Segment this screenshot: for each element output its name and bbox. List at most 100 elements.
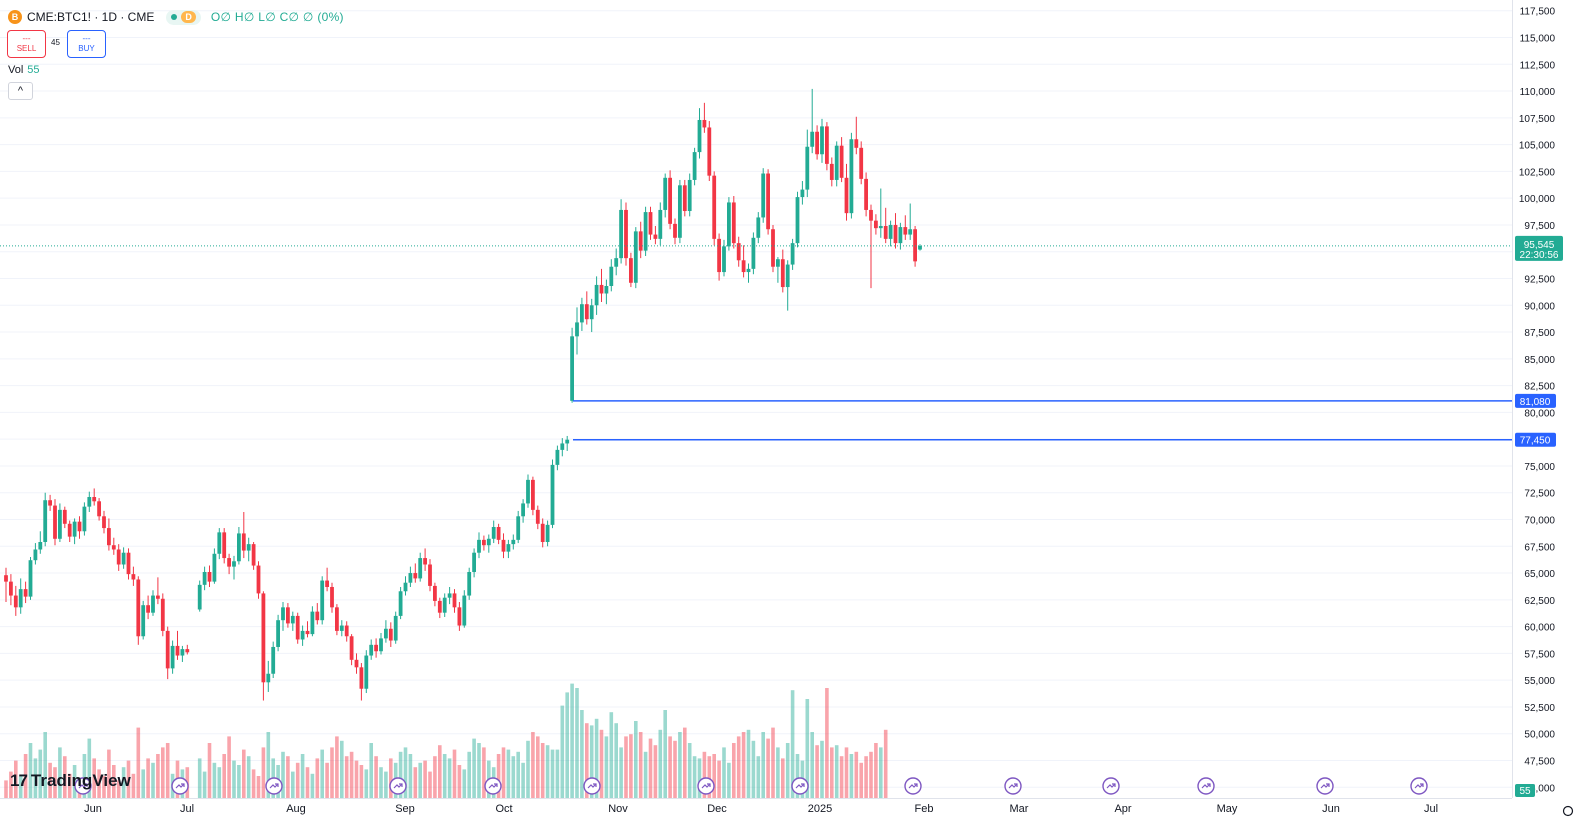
- candle-body: [344, 625, 349, 637]
- volume-bar: [136, 727, 141, 798]
- x-tick-label: Apr: [1114, 803, 1131, 815]
- candle-body: [854, 139, 859, 148]
- volume-bar: [349, 751, 354, 798]
- candle-body: [795, 197, 800, 244]
- volume-bar: [251, 769, 256, 798]
- candle-body: [624, 209, 628, 259]
- volume-bar: [570, 683, 574, 798]
- x-axis: Jun Jul Aug Sep Oct Nov Dec 2025 Feb Mar Apr May Jun…: [0, 798, 1574, 817]
- candle-body: [330, 586, 334, 608]
- price-scale: 45,000 47,500 50,000 52,500 55,000 57,500 60,0…: [1512, 0, 1563, 798]
- candle-body: [325, 580, 329, 587]
- volume-bar: [433, 756, 437, 798]
- candle-body: [780, 259, 785, 288]
- settings-icon[interactable]: [1562, 805, 1574, 817]
- volume-bar: [575, 688, 579, 798]
- volume-bar: [87, 738, 92, 798]
- candle-body: [736, 243, 741, 261]
- y-tick-label: 45,000: [1524, 783, 1555, 794]
- volume-bar: [237, 765, 241, 798]
- candle-body: [678, 185, 682, 238]
- volume-bar: [462, 769, 467, 798]
- candle-body: [423, 558, 427, 565]
- volume-bar: [604, 736, 609, 798]
- candle-body: [48, 500, 52, 506]
- volume-bars: [4, 683, 888, 798]
- volume-bar: [678, 732, 682, 798]
- candle-body: [271, 646, 276, 674]
- candle-body: [864, 178, 868, 210]
- volume-bar: [212, 762, 217, 798]
- candle-body: [815, 131, 819, 155]
- sell-button[interactable]: --- SELL: [7, 30, 46, 58]
- candle-body: [776, 259, 780, 267]
- volume-bar: [869, 751, 873, 798]
- volume-bar: [131, 773, 136, 798]
- collapse-legend-button[interactable]: ^: [8, 82, 33, 100]
- candle-body: [58, 509, 62, 539]
- y-tick-label: 107,500: [1519, 114, 1556, 125]
- candle-body: [4, 575, 8, 582]
- y-tick-label: 82,500: [1524, 382, 1555, 393]
- data-status-badge: D: [181, 11, 196, 23]
- volume-bar: [222, 754, 226, 798]
- volume-bar: [398, 751, 403, 798]
- candle-body: [663, 177, 668, 210]
- volume-legend[interactable]: Vol 55: [8, 64, 40, 76]
- line-price-label-bg: [1515, 393, 1556, 408]
- event-arrow-icon: [1414, 783, 1424, 789]
- volume-bar: [634, 721, 638, 798]
- candle-body: [722, 246, 726, 273]
- candle-body: [849, 139, 854, 214]
- buy-button[interactable]: --- BUY: [67, 30, 106, 58]
- candle-body: [482, 539, 486, 546]
- volume-bar: [266, 732, 271, 798]
- event-arrow-icon: [1008, 783, 1018, 789]
- volume-bar: [447, 758, 452, 798]
- x-tick-label: Jun: [84, 803, 102, 815]
- volume-bar: [795, 754, 800, 798]
- candle-body: [111, 545, 116, 550]
- volume-bar: [413, 767, 418, 798]
- volume-bar: [594, 718, 599, 798]
- volume-bar: [141, 769, 145, 798]
- y-tick-label: 117,500: [1520, 7, 1556, 18]
- volume-bar: [369, 743, 373, 798]
- volume-bar: [165, 743, 170, 798]
- candle-body: [756, 217, 761, 238]
- candle-body: [790, 243, 795, 265]
- volume-bar: [727, 762, 731, 798]
- candle-body: [761, 173, 766, 218]
- candle-body: [23, 589, 28, 597]
- volume-bar: [467, 751, 471, 798]
- candle-body: [241, 533, 246, 551]
- volume-bar: [227, 736, 231, 798]
- candle-body: [403, 582, 408, 592]
- candle-body: [687, 179, 692, 212]
- y-tick-label: 100,000: [1519, 194, 1556, 205]
- volume-bar: [815, 745, 819, 798]
- volume-bar: [766, 738, 770, 798]
- volume-bar: [116, 780, 121, 798]
- symbol-title[interactable]: CME:BTC1! · 1D · CME: [27, 10, 155, 24]
- volume-bar: [599, 729, 604, 798]
- candle-body: [349, 636, 354, 660]
- volume-bar: [854, 751, 859, 798]
- volume-bar: [707, 756, 712, 798]
- candle-body: [281, 607, 285, 621]
- tradingview-logo[interactable]: 17 TradingView: [10, 771, 131, 791]
- volume-bar: [565, 692, 569, 798]
- candle-body: [707, 127, 712, 176]
- candle-body: [477, 539, 481, 553]
- candle-body: [92, 497, 97, 502]
- event-arrow-icon: [393, 783, 403, 789]
- volume-bar: [879, 747, 883, 798]
- candle-body: [766, 173, 770, 230]
- candle-body: [202, 571, 207, 585]
- countdown-timer: 22:30:56: [1520, 250, 1559, 261]
- volume-bar: [501, 747, 506, 798]
- market-status[interactable]: D: [166, 9, 201, 25]
- x-tick-label: Feb: [915, 803, 934, 815]
- candlesticks: [0, 88, 1512, 701]
